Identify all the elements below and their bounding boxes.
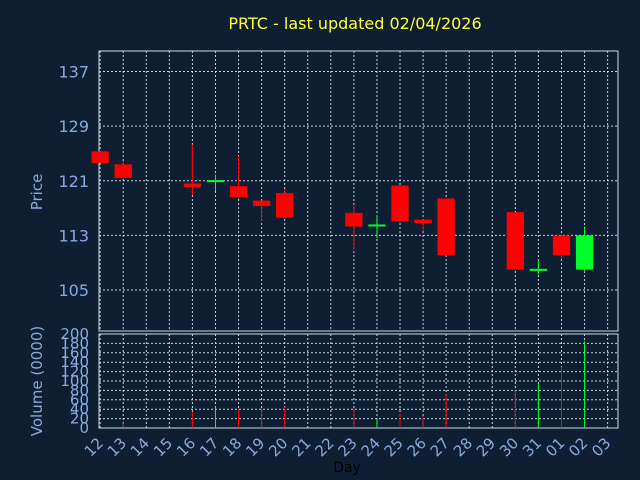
volume-tick-label: 200 — [60, 325, 89, 343]
volume-bars — [122, 341, 586, 428]
volume-tick-label: 20 — [70, 410, 89, 428]
candle-body — [206, 180, 225, 183]
candle-body — [529, 268, 548, 271]
candle-body — [345, 212, 363, 227]
price-tick-label: 129 — [58, 117, 89, 136]
price-tick-label: 121 — [58, 172, 89, 191]
volume-axis-label: Volume (0000) — [28, 326, 46, 436]
volume-grid — [99, 334, 618, 428]
volume-tick-label: 40 — [70, 400, 89, 418]
candles — [91, 144, 594, 275]
candle-body — [276, 193, 294, 218]
volume-tick-label: 160 — [60, 344, 89, 362]
candle-body — [575, 235, 594, 270]
candle-body — [391, 185, 409, 222]
price-axis-label: Price — [28, 174, 46, 211]
day-axis: 1213141516171819202122232425262728293031… — [81, 434, 615, 460]
candle-body — [414, 219, 432, 224]
price-tick-label: 105 — [58, 281, 89, 300]
volume-tick-label: 80 — [70, 381, 89, 399]
chart-title: PRTC - last updated 02/04/2026 — [228, 14, 481, 33]
candle-body — [183, 183, 202, 187]
day-tick-label: 03 — [588, 434, 614, 460]
candle-body — [91, 151, 109, 163]
candle-body — [552, 235, 571, 256]
price-tick-label: 137 — [58, 62, 89, 81]
candle-body — [368, 224, 386, 227]
candle-body — [114, 164, 132, 179]
price-axis: 105 113 121 129 137 — [58, 62, 89, 300]
price-panel — [98, 50, 619, 332]
volume-tick-label: 100 — [60, 372, 89, 390]
volume-tick-label: 120 — [60, 363, 89, 381]
volume-tick-label: 140 — [60, 353, 89, 371]
candle-body — [437, 198, 455, 256]
volume-tick-label: 180 — [60, 334, 89, 352]
candle-body — [252, 200, 271, 207]
candle-body — [506, 212, 525, 270]
candle-body — [229, 186, 248, 198]
volume-tick-label: 60 — [70, 391, 89, 409]
price-tick-label: 113 — [58, 226, 89, 245]
volume-tick-label: 0 — [79, 419, 89, 437]
x-axis-label: Day — [333, 460, 361, 476]
